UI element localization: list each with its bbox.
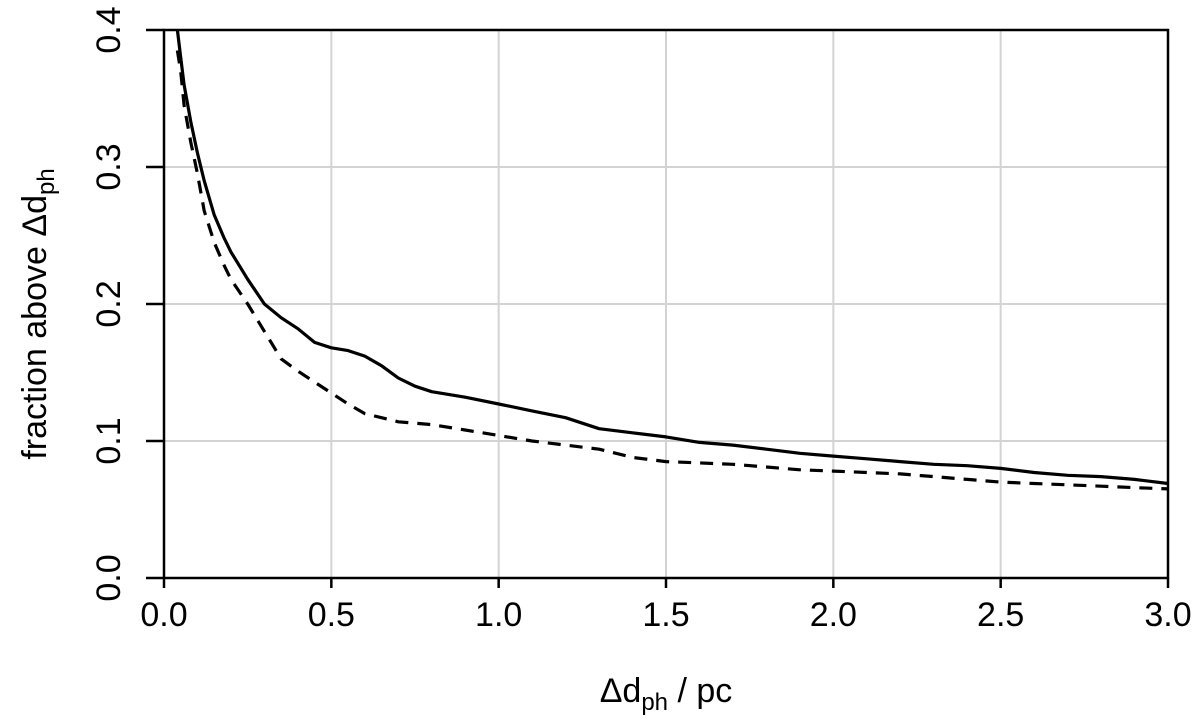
grid-lines — [163, 29, 1169, 579]
x-axis: 0.0 0.5 1.0 1.5 2.0 2.5 3.0 — [140, 578, 1192, 634]
y-tick-label-0: 0.0 — [90, 554, 128, 601]
x-tick-label-6: 3.0 — [1144, 596, 1191, 634]
y-tick-label-4: 0.4 — [90, 6, 128, 53]
y-axis-title: fraction above Δdph — [16, 168, 60, 459]
y-tick-label-2: 0.2 — [90, 280, 128, 327]
x-tick-label-2: 1.0 — [475, 596, 522, 634]
y-tick-label-1: 0.1 — [90, 417, 128, 464]
x-tick-label-0: 0.0 — [140, 596, 187, 634]
x-tick-label-1: 0.5 — [308, 596, 355, 634]
x-tick-label-5: 2.5 — [977, 596, 1024, 634]
dashed-series-line — [175, 50, 1169, 491]
x-axis-title: Δdph / pc — [600, 672, 733, 716]
solid-series-line — [175, 29, 1169, 486]
y-axis: 0.0 0.1 0.2 0.3 0.4 — [90, 6, 164, 602]
y-tick-label-3: 0.3 — [90, 143, 128, 190]
series-lines — [175, 29, 1169, 491]
x-tick-label-4: 2.0 — [810, 596, 857, 634]
x-tick-label-3: 1.5 — [642, 596, 689, 634]
